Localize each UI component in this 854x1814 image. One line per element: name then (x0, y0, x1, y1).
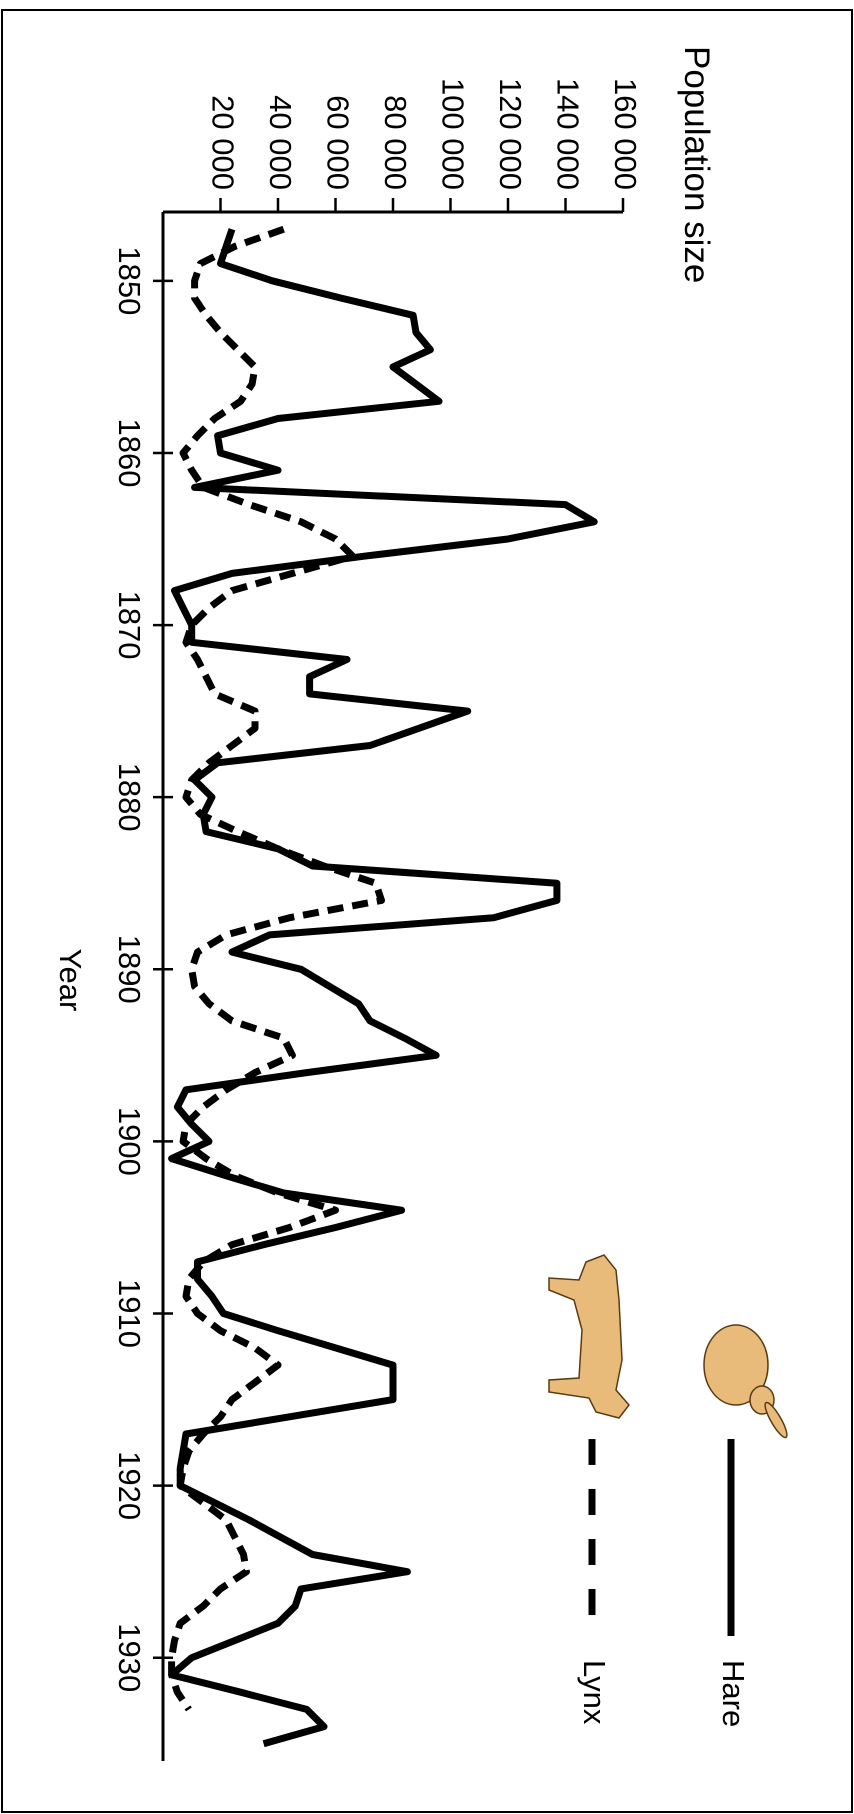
x-tick-label: 1890 (112, 935, 147, 1004)
rotated-chart: Population size Year 20 000 40 000 60 000 8… (53, 46, 791, 1761)
y-tick-label: 160 000 (608, 78, 643, 190)
y-tick-label: 100 000 (435, 78, 470, 190)
series-line (172, 229, 382, 1709)
y-tick-label: 80 000 (378, 95, 413, 190)
lynx-icon (549, 1255, 629, 1418)
y-tick-label: 140 000 (550, 78, 585, 190)
x-tick-label: 1900 (112, 1107, 147, 1176)
x-tick-label: 1910 (112, 1279, 147, 1348)
legend-label: Hare (716, 1660, 751, 1727)
hare-icon (704, 1325, 790, 1440)
x-tick-label: 1920 (112, 1451, 147, 1520)
x-tick-label: 1860 (112, 418, 147, 487)
x-tick-label: 1930 (112, 1623, 147, 1692)
y-tick-label: 20 000 (205, 95, 240, 190)
series-line (172, 229, 595, 1744)
x-tick-label: 1880 (112, 763, 147, 832)
x-axis-title: Year (53, 949, 88, 1012)
legend-label: Lynx (577, 1660, 612, 1725)
y-tick-label: 120 000 (493, 78, 528, 190)
x-tick-label: 1870 (112, 591, 147, 660)
chart: Population size Year 20 000 40 000 60 000 8… (0, 0, 854, 1814)
y-tick-label: 40 000 (263, 95, 298, 190)
y-axis-title: Population size (677, 46, 716, 283)
x-tick-label: 1850 (112, 246, 147, 315)
y-tick-label: 60 000 (320, 95, 355, 190)
